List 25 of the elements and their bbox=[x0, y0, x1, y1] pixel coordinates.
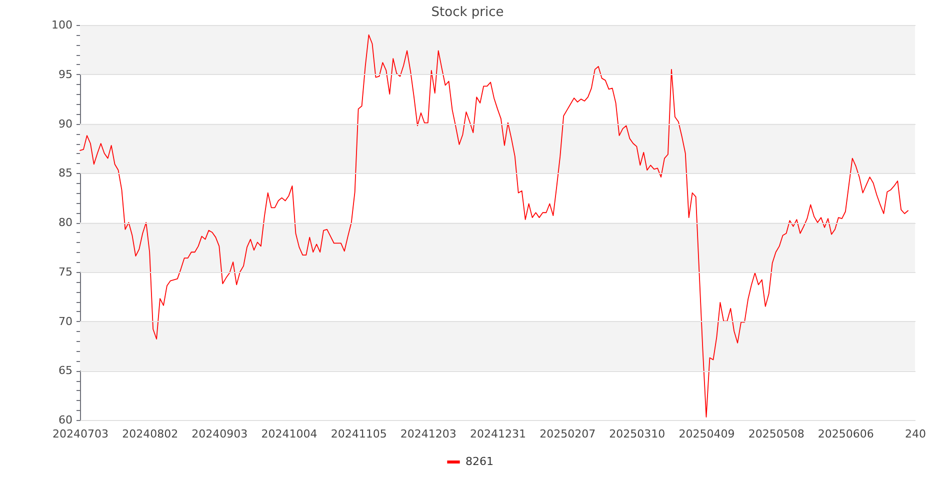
y-tick-label: 65 bbox=[58, 364, 72, 378]
y-tick-label: 95 bbox=[58, 68, 72, 81]
y-tick-label: 60 bbox=[58, 414, 72, 426]
x-tick-label: 20240703 bbox=[52, 428, 108, 440]
chart-title: Stock price bbox=[431, 5, 504, 20]
legend-label: 8261 bbox=[466, 455, 494, 468]
x-tick-label: 20241231 bbox=[470, 428, 526, 440]
y-tick-label: 70 bbox=[58, 314, 72, 328]
y-tick-label: 100 bbox=[52, 18, 72, 32]
y-tick-label: 90 bbox=[58, 117, 72, 130]
x-tick-label: 20241004 bbox=[261, 428, 318, 440]
x-tick-label: 20240903 bbox=[192, 428, 248, 440]
y-tick-label: 75 bbox=[58, 265, 72, 278]
x-tick-label: 20250207 bbox=[540, 428, 596, 440]
x-tick-label: 20250310 bbox=[609, 428, 666, 440]
y-tick-label: 80 bbox=[58, 216, 72, 229]
x-tick-label: 20250606 bbox=[818, 428, 874, 440]
x-tick-label: 20241203 bbox=[400, 428, 456, 440]
x-tick-label: 20240802 bbox=[122, 428, 178, 440]
x-tick-label: 20241105 bbox=[330, 428, 387, 440]
x-tick-label: 20250508 bbox=[748, 428, 804, 440]
x-tick-label: 20250409 bbox=[678, 428, 735, 440]
line-series bbox=[80, 34, 908, 418]
y-tick-label: 85 bbox=[58, 166, 72, 180]
x-tick-label: 240 bbox=[905, 428, 926, 440]
